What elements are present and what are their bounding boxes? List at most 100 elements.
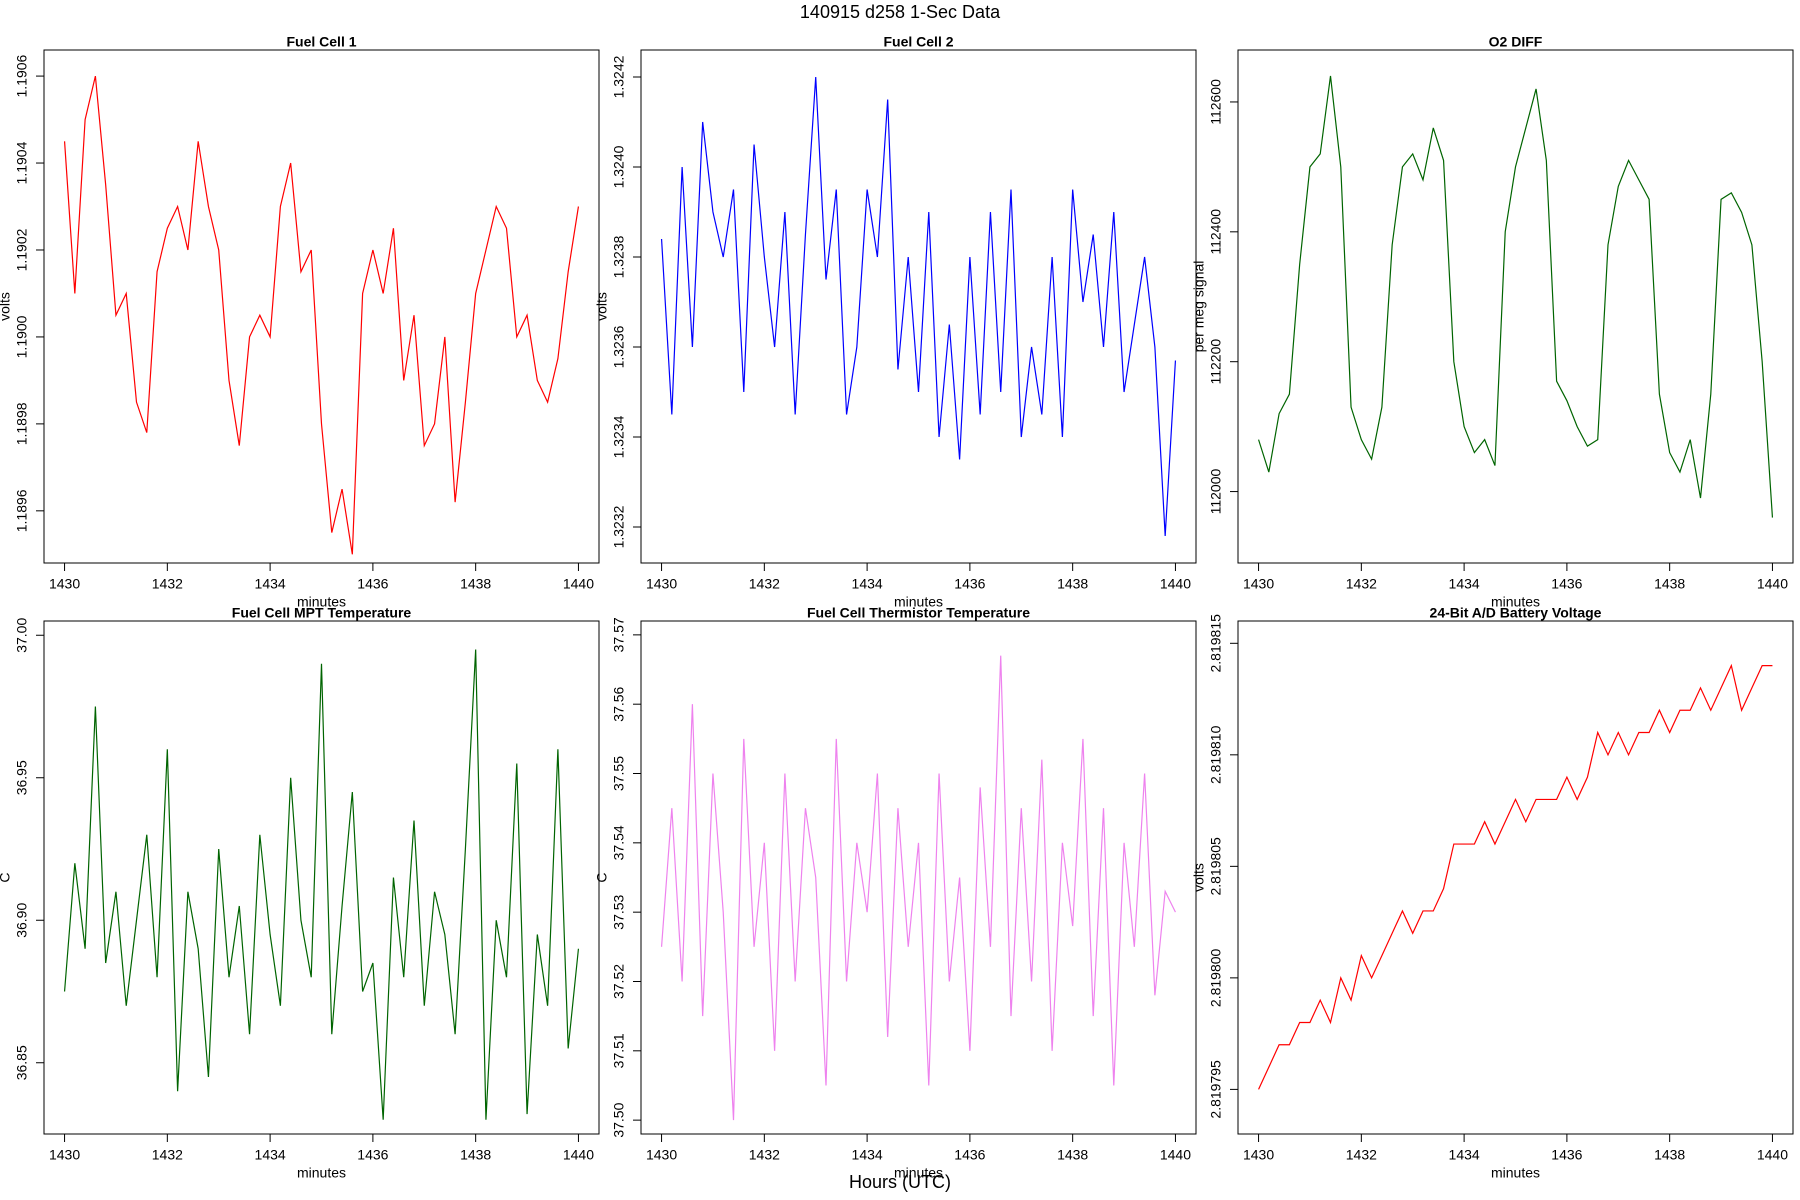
figure-title: 140915 d258 1-Sec Data [800, 2, 1001, 22]
y-tick-label: 1.1906 [14, 54, 30, 97]
x-tick-label: 1434 [1449, 576, 1480, 592]
chart-title: Fuel Cell 1 [286, 34, 356, 50]
y-tick-label: 112400 [1208, 209, 1224, 255]
y-axis-label: per meg signal [1191, 261, 1207, 353]
data-line [63, 649, 580, 1120]
x-tick-label: 1434 [852, 576, 883, 592]
y-axis-label: C [594, 872, 610, 882]
y-tick-label: 2.819805 [1208, 837, 1224, 896]
y-tick-label: 36.85 [14, 1045, 30, 1080]
x-tick-label: 1436 [357, 576, 388, 592]
y-tick-label: 1.1902 [14, 228, 30, 271]
x-tick-label: 1430 [646, 576, 677, 592]
y-tick-label: 1.1898 [14, 402, 30, 445]
x-tick-label: 1436 [1551, 576, 1582, 592]
plot-frame [640, 49, 1197, 564]
x-axis-label: minutes [1491, 1165, 1540, 1181]
x-tick-label: 1438 [460, 1147, 491, 1163]
x-tick-label: 1432 [749, 576, 780, 592]
y-tick-label: 2.819815 [1208, 614, 1224, 673]
y-tick-label: 1.1900 [14, 315, 30, 358]
y-tick-label: 2.819795 [1208, 1060, 1224, 1119]
x-tick-label: 1432 [1346, 576, 1377, 592]
x-tick-label: 1438 [1654, 576, 1685, 592]
y-tick-label: 1.1904 [14, 141, 30, 184]
chart-title: O2 DIFF [1489, 34, 1543, 50]
x-tick-label: 1438 [1057, 576, 1088, 592]
y-tick-label: 1.1896 [14, 489, 30, 532]
y-tick-label: 2.819810 [1208, 725, 1224, 784]
x-tick-label: 1430 [1243, 1147, 1274, 1163]
y-axis-label: volts [0, 292, 13, 321]
chart-title: Fuel Cell MPT Temperature [232, 605, 412, 621]
x-tick-label: 1436 [1551, 1147, 1582, 1163]
y-tick-label: 36.95 [14, 760, 30, 795]
y-tick-label: 1.3242 [611, 55, 627, 98]
x-axis-label: minutes [297, 594, 346, 610]
x-tick-label: 1432 [152, 576, 183, 592]
data-line [660, 655, 1176, 1121]
y-tick-label: 37.52 [611, 964, 627, 999]
plot-frame [1237, 49, 1794, 564]
data-line [1258, 663, 1773, 1090]
x-axis-label: minutes [894, 1165, 943, 1181]
y-tick-label: 112000 [1208, 469, 1224, 515]
x-tick-label: 1434 [255, 576, 286, 592]
x-tick-label: 1430 [49, 1147, 80, 1163]
y-axis-label: volts [594, 292, 610, 321]
x-tick-label: 1430 [49, 576, 80, 592]
data-line [660, 76, 1177, 537]
x-tick-label: 1440 [1757, 576, 1788, 592]
y-tick-label: 112200 [1208, 339, 1224, 385]
data-line [1257, 75, 1774, 518]
x-tick-label: 1434 [852, 1147, 883, 1163]
y-tick-label: 1.3240 [611, 145, 627, 188]
x-tick-label: 1438 [1057, 1147, 1088, 1163]
chart-title: 24-Bit A/D Battery Voltage [1430, 605, 1602, 621]
x-tick-label: 1430 [646, 1147, 677, 1163]
x-tick-label: 1436 [954, 576, 985, 592]
x-tick-label: 1434 [255, 1147, 286, 1163]
y-tick-label: 37.56 [611, 686, 627, 721]
x-axis-label: minutes [894, 594, 943, 610]
data-line [63, 75, 580, 555]
x-tick-label: 1436 [954, 1147, 985, 1163]
x-tick-label: 1440 [563, 1147, 594, 1163]
y-tick-label: 2.819800 [1208, 948, 1224, 1007]
y-tick-label: 37.54 [611, 825, 627, 860]
x-tick-label: 1432 [749, 1147, 780, 1163]
x-tick-label: 1432 [152, 1147, 183, 1163]
x-tick-label: 1438 [1654, 1147, 1685, 1163]
y-axis-label: volts [1191, 863, 1207, 892]
x-tick-label: 1440 [1160, 1147, 1191, 1163]
y-tick-label: 37.50 [611, 1102, 627, 1137]
y-tick-label: 37.57 [611, 617, 627, 652]
y-tick-label: 37.55 [611, 756, 627, 791]
x-tick-label: 1438 [460, 576, 491, 592]
y-tick-label: 1.3234 [611, 415, 627, 458]
x-tick-label: 1440 [1757, 1147, 1788, 1163]
x-tick-label: 1430 [1243, 576, 1274, 592]
x-tick-label: 1440 [563, 576, 594, 592]
y-tick-label: 37.00 [14, 618, 30, 653]
figure-x-label: Hours (UTC) [849, 1172, 951, 1192]
y-tick-label: 1.3232 [611, 505, 627, 548]
x-tick-label: 1440 [1160, 576, 1191, 592]
y-tick-label: 1.3236 [611, 325, 627, 368]
plot-frame [43, 620, 600, 1135]
y-tick-label: 37.53 [611, 894, 627, 929]
y-axis-label: C [0, 872, 13, 882]
y-tick-label: 112600 [1208, 79, 1224, 125]
y-tick-label: 36.90 [14, 903, 30, 938]
x-axis-label: minutes [297, 1165, 346, 1181]
x-tick-label: 1432 [1346, 1147, 1377, 1163]
y-tick-label: 37.51 [611, 1033, 627, 1068]
chart-title: Fuel Cell Thermistor Temperature [807, 605, 1030, 621]
plot-frame [1237, 620, 1794, 1135]
x-axis-label: minutes [1491, 594, 1540, 610]
chart-title: Fuel Cell 2 [883, 34, 953, 50]
x-tick-label: 1434 [1449, 1147, 1480, 1163]
y-tick-label: 1.3238 [611, 235, 627, 278]
x-tick-label: 1436 [357, 1147, 388, 1163]
